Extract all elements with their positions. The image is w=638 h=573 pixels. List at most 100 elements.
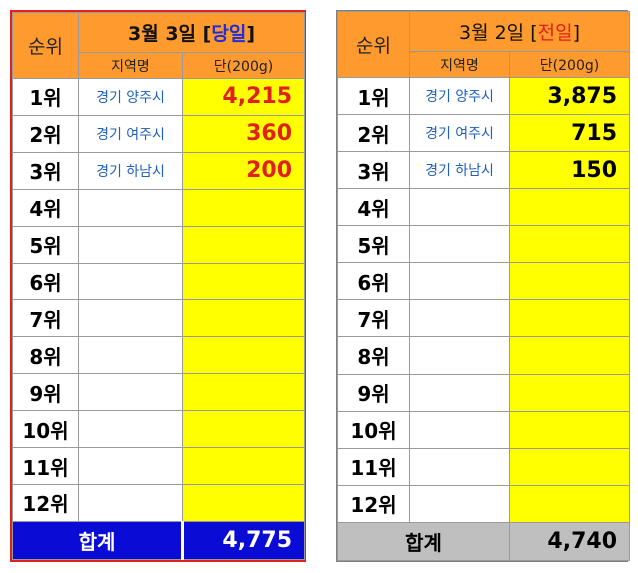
region-cell — [78, 225, 183, 264]
price-cell — [181, 225, 306, 264]
region-cell — [409, 447, 510, 486]
today-ranking-panel: 순위 3월 3일 [당일] 지역명 단(200g) 1위 경기 양주시 4,215 2… — [10, 10, 306, 562]
region-cell — [78, 188, 183, 227]
region-header: 지역명 — [78, 52, 183, 80]
region-cell — [78, 262, 183, 301]
rank-cell: 7위 — [12, 299, 79, 338]
region-cell — [78, 299, 183, 338]
price-cell — [508, 262, 631, 301]
rank-cell: 6위 — [337, 262, 410, 301]
price-header: 단(200g) — [508, 51, 631, 79]
table-row: 7위 — [337, 299, 631, 338]
rank-cell: 2위 — [12, 114, 79, 153]
table-row: 12위 — [12, 483, 306, 522]
price-cell: 4,215 — [181, 78, 306, 116]
region-cell — [409, 299, 510, 338]
rank-cell: 12위 — [337, 484, 410, 523]
price-cell — [508, 299, 631, 338]
bracket-open: [ — [202, 23, 212, 45]
table-row: 3위 경기 하남시 150 — [337, 151, 631, 190]
table-row: 9위 — [12, 373, 306, 412]
price-cell — [508, 225, 631, 264]
table-row: 7위 — [12, 299, 306, 338]
price-cell: 360 — [181, 114, 306, 153]
price-cell — [181, 262, 306, 301]
price-header: 단(200g) — [181, 52, 306, 80]
total-label: 합계 — [12, 520, 183, 561]
rank-cell: 9위 — [12, 373, 79, 412]
region-cell — [409, 410, 510, 449]
rank-cell: 5위 — [337, 225, 410, 264]
region-header: 지역명 — [409, 51, 510, 79]
table-row: 5위 — [12, 225, 306, 264]
price-cell: 3,875 — [508, 77, 631, 116]
bracket-close: ] — [572, 22, 581, 45]
rank-cell: 5위 — [12, 225, 79, 264]
today-ranking-table: 순위 3월 3일 [당일] 지역명 단(200g) 1위 경기 양주시 4,215 2… — [12, 11, 306, 561]
table-row: 10위 — [12, 410, 306, 449]
price-cell — [508, 373, 631, 412]
region-cell — [409, 373, 510, 412]
region-cell: 경기 여주시 — [409, 114, 510, 153]
date-header: 3월 3일 [당일] — [77, 11, 306, 54]
table-row: 3위 경기 하남시 200 — [12, 151, 306, 190]
rank-header: 순위 — [12, 11, 79, 80]
rank-header: 순위 — [337, 10, 410, 79]
price-cell — [181, 447, 306, 485]
bracket-open: [ — [530, 22, 538, 45]
table-row: 2위 경기 여주시 715 — [337, 114, 631, 153]
total-label: 합계 — [337, 521, 510, 562]
region-cell — [409, 484, 510, 523]
rank-cell: 11위 — [337, 447, 410, 486]
price-cell — [508, 188, 631, 227]
price-cell — [181, 299, 306, 338]
price-cell — [508, 484, 631, 523]
day-tag: 당일 — [211, 23, 247, 45]
region-cell — [78, 410, 183, 449]
region-cell — [78, 336, 183, 375]
total-row: 합계 4,775 — [12, 520, 306, 561]
rank-cell: 10위 — [12, 410, 79, 449]
date-text: 3월 3일 — [128, 23, 197, 45]
price-cell — [181, 336, 306, 375]
rank-cell: 4위 — [12, 188, 79, 227]
region-cell — [409, 225, 510, 264]
price-cell — [508, 447, 631, 486]
rank-cell: 1위 — [337, 77, 410, 116]
total-value: 4,740 — [508, 521, 631, 562]
table-row: 1위 경기 양주시 3,875 — [337, 77, 631, 116]
region-cell: 경기 하남시 — [409, 151, 510, 190]
table-row: 4위 — [12, 188, 306, 227]
region-cell: 경기 하남시 — [78, 151, 183, 190]
table-row: 11위 — [337, 447, 631, 486]
table-row: 11위 — [12, 447, 306, 485]
previous-ranking-table: 순위 3월 2일 [전일] 지역명 단(200g) 1위 경기 양주시 3,875 2… — [337, 10, 631, 562]
previous-ranking-panel: 순위 3월 2일 [전일] 지역명 단(200g) 1위 경기 양주시 3,875 2… — [336, 10, 631, 562]
table-row: 9위 — [337, 373, 631, 412]
rank-cell: 11위 — [12, 447, 79, 485]
price-cell: 200 — [181, 151, 306, 190]
rank-cell: 3위 — [12, 151, 79, 190]
table-row: 5위 — [337, 225, 631, 264]
rank-cell: 8위 — [12, 336, 79, 375]
table-row: 8위 — [337, 336, 631, 375]
day-tag: 전일 — [537, 22, 573, 45]
date-text: 3월 2일 — [458, 22, 525, 45]
region-cell — [409, 336, 510, 375]
region-cell — [78, 447, 183, 485]
price-cell — [181, 483, 306, 522]
rank-cell: 7위 — [337, 299, 410, 338]
region-cell: 경기 양주시 — [409, 77, 510, 116]
region-cell — [78, 483, 183, 522]
price-cell — [508, 410, 631, 449]
price-cell — [508, 336, 631, 375]
table-row: 10위 — [337, 410, 631, 449]
region-cell: 경기 여주시 — [78, 114, 183, 153]
region-cell — [409, 262, 510, 301]
table-row: 2위 경기 여주시 360 — [12, 114, 306, 153]
rank-cell: 2위 — [337, 114, 410, 153]
price-cell — [181, 373, 306, 412]
total-row: 합계 4,740 — [337, 521, 631, 562]
table-row: 6위 — [12, 262, 306, 301]
price-cell — [181, 410, 306, 449]
